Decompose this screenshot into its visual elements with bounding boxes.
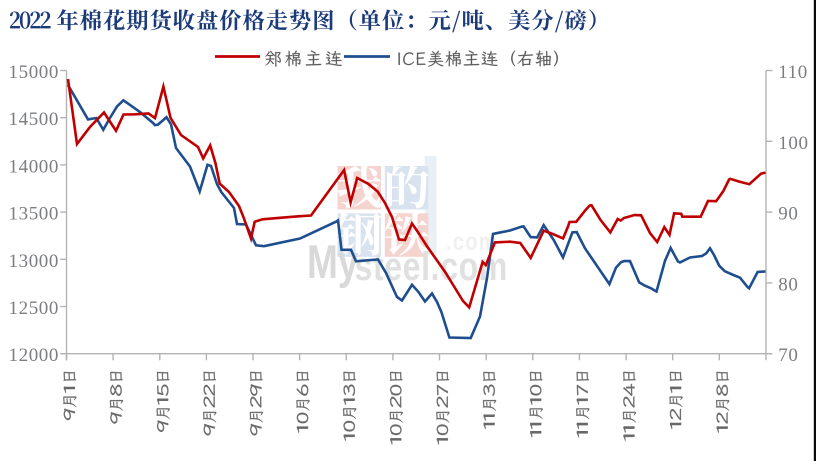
svg-text:80: 80	[778, 274, 798, 295]
svg-text:l: l	[429, 227, 435, 256]
svg-text:13000: 13000	[9, 251, 60, 272]
svg-text:13500: 13500	[9, 204, 60, 225]
svg-text:100: 100	[778, 133, 808, 154]
svg-text:110: 110	[778, 62, 808, 83]
svg-text:15000: 15000	[9, 62, 60, 83]
svg-text:.com: .com	[446, 227, 498, 256]
svg-text:70: 70	[778, 345, 798, 366]
svg-text:14500: 14500	[9, 109, 60, 130]
svg-text:12500: 12500	[9, 298, 60, 319]
svg-text:90: 90	[778, 204, 798, 225]
svg-text:My: My	[307, 236, 359, 290]
svg-text:14000: 14000	[9, 156, 60, 177]
svg-text:12000: 12000	[9, 345, 60, 366]
